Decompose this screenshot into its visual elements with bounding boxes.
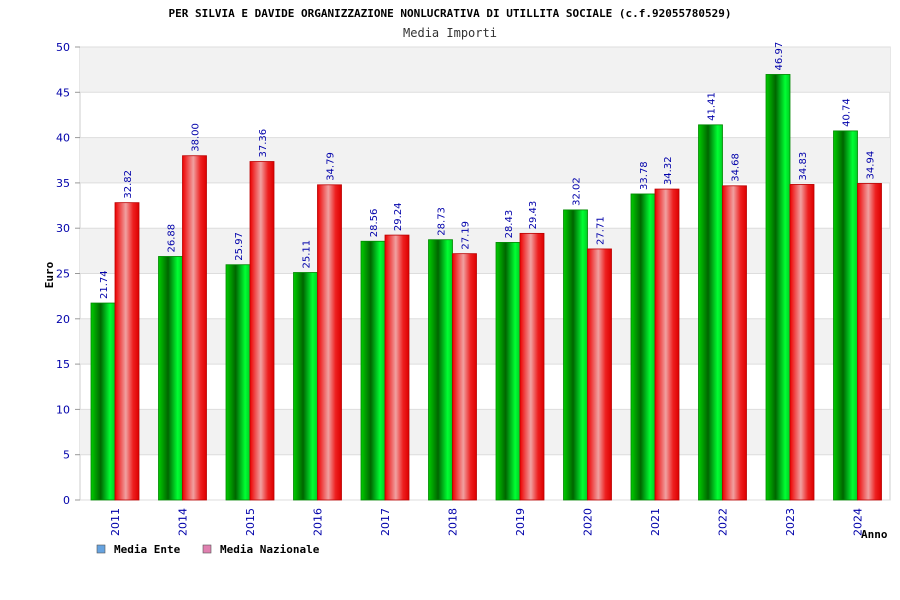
x-axis-ticks: 2011 2014 2015 2016 2017 2018 2019 2020 2021 2022…: [109, 508, 865, 536]
value-label: 37.36: [258, 129, 269, 158]
bar-media-ente-2023: [765, 74, 791, 501]
bar-media-ente-2014: [158, 256, 183, 501]
grid-band: [80, 228, 890, 274]
bar-media-ente-2021: [630, 193, 656, 501]
gridlines: [75, 46, 890, 501]
x-tick-label: 2015: [244, 508, 257, 536]
grid-band: [80, 318, 890, 365]
value-label: 21.74: [99, 270, 110, 299]
value-label: 32.02: [572, 177, 583, 206]
grid-band: [80, 47, 890, 93]
bar-media-ente-2020: [563, 209, 588, 501]
y-tick-label: 45: [56, 86, 70, 99]
x-tick-label: 2018: [447, 508, 460, 536]
grid-band: [80, 137, 890, 183]
legend-label: Media Ente: [114, 543, 181, 556]
bar-media-nazionale-2011: [114, 202, 140, 501]
y-tick-label: 30: [56, 222, 70, 235]
value-label: 25.97: [234, 232, 245, 261]
bar-media-nazionale-2019: [519, 232, 545, 501]
bar-media-nazionale-2024: [857, 183, 882, 501]
x-tick-label: 2024: [852, 508, 865, 536]
bar-media-nazionale-2014: [182, 155, 207, 501]
bar-media-ente-2024: [833, 130, 858, 501]
chart-subtitle: Media Importi: [403, 26, 497, 40]
y-axis-label: Euro: [43, 261, 56, 288]
bar-media-nazionale-2016: [317, 184, 342, 501]
value-label: 28.73: [437, 207, 448, 236]
value-label: 34.94: [866, 151, 877, 180]
x-tick-label: 2022: [717, 508, 730, 536]
x-axis-label: Anno: [861, 528, 888, 541]
y-axis-ticks: 0 5 10 15 20 25 30 35 40 45 50: [56, 41, 70, 507]
y-tick-label: 35: [56, 177, 70, 190]
bar-media-ente-2011: [90, 302, 116, 501]
x-tick-label: 2023: [784, 508, 797, 536]
bar-media-nazionale-2020: [587, 248, 612, 501]
bar-media-nazionale-2018: [452, 253, 477, 501]
legend-swatch: [202, 544, 212, 554]
value-label: 27.19: [461, 221, 472, 250]
bar-media-nazionale-2017: [384, 234, 410, 501]
legend-label: Media Nazionale: [220, 543, 320, 556]
legend-swatch: [96, 544, 106, 554]
value-label: 26.88: [167, 224, 178, 253]
y-tick-label: 15: [56, 358, 70, 371]
y-tick-label: 5: [63, 449, 70, 462]
y-tick-label: 50: [56, 41, 70, 54]
value-label: 32.82: [123, 170, 134, 199]
x-tick-label: 2017: [379, 508, 392, 536]
bar-media-ente-2022: [698, 124, 723, 501]
x-tick-label: 2019: [514, 508, 527, 536]
x-tick-label: 2014: [177, 508, 190, 536]
x-tick-label: 2021: [649, 508, 662, 536]
value-label: 28.43: [504, 210, 515, 239]
y-tick-label: 25: [56, 268, 70, 281]
bar-media-nazionale-2015: [249, 161, 275, 501]
value-label: 46.97: [774, 42, 785, 71]
value-label: 29.43: [528, 201, 539, 230]
value-label: 34.83: [798, 152, 809, 181]
bar-media-ente-2016: [293, 272, 318, 501]
x-tick-label: 2016: [312, 508, 325, 536]
x-tick-label: 2011: [109, 508, 122, 536]
bar-media-ente-2017: [360, 240, 386, 501]
bar-media-ente-2019: [495, 242, 521, 501]
y-tick-label: 0: [63, 494, 70, 507]
legend: Media Ente Media Nazionale: [96, 543, 320, 556]
bar-media-ente-2015: [225, 264, 251, 501]
value-label: 40.74: [842, 98, 853, 127]
value-labels: 21.74 32.82 26.88 38.00 25.97 37.36 25.11 34.79…: [99, 42, 877, 299]
y-tick-label: 40: [56, 132, 70, 145]
value-label: 41.41: [707, 92, 718, 121]
bar-media-nazionale-2022: [722, 185, 747, 501]
value-label: 27.71: [596, 216, 607, 245]
y-tick-label: 10: [56, 403, 70, 416]
bars: [90, 74, 882, 501]
value-label: 29.24: [393, 202, 404, 231]
value-label: 25.11: [302, 240, 313, 269]
value-label: 34.32: [663, 156, 674, 185]
value-label: 28.56: [369, 209, 380, 238]
bar-media-nazionale-2021: [654, 188, 680, 501]
bar-media-ente-2018: [428, 239, 453, 501]
y-tick-label: 20: [56, 313, 70, 326]
value-label: 34.79: [326, 152, 337, 181]
grid-band: [80, 409, 890, 455]
bar-media-nazionale-2023: [789, 184, 815, 501]
value-label: 34.68: [731, 153, 742, 182]
x-tick-label: 2020: [582, 508, 595, 536]
chart-title: PER SILVIA E DAVIDE ORGANIZZAZIONE NONLU…: [169, 7, 732, 20]
value-label: 33.78: [639, 161, 650, 190]
value-label: 38.00: [191, 123, 202, 152]
